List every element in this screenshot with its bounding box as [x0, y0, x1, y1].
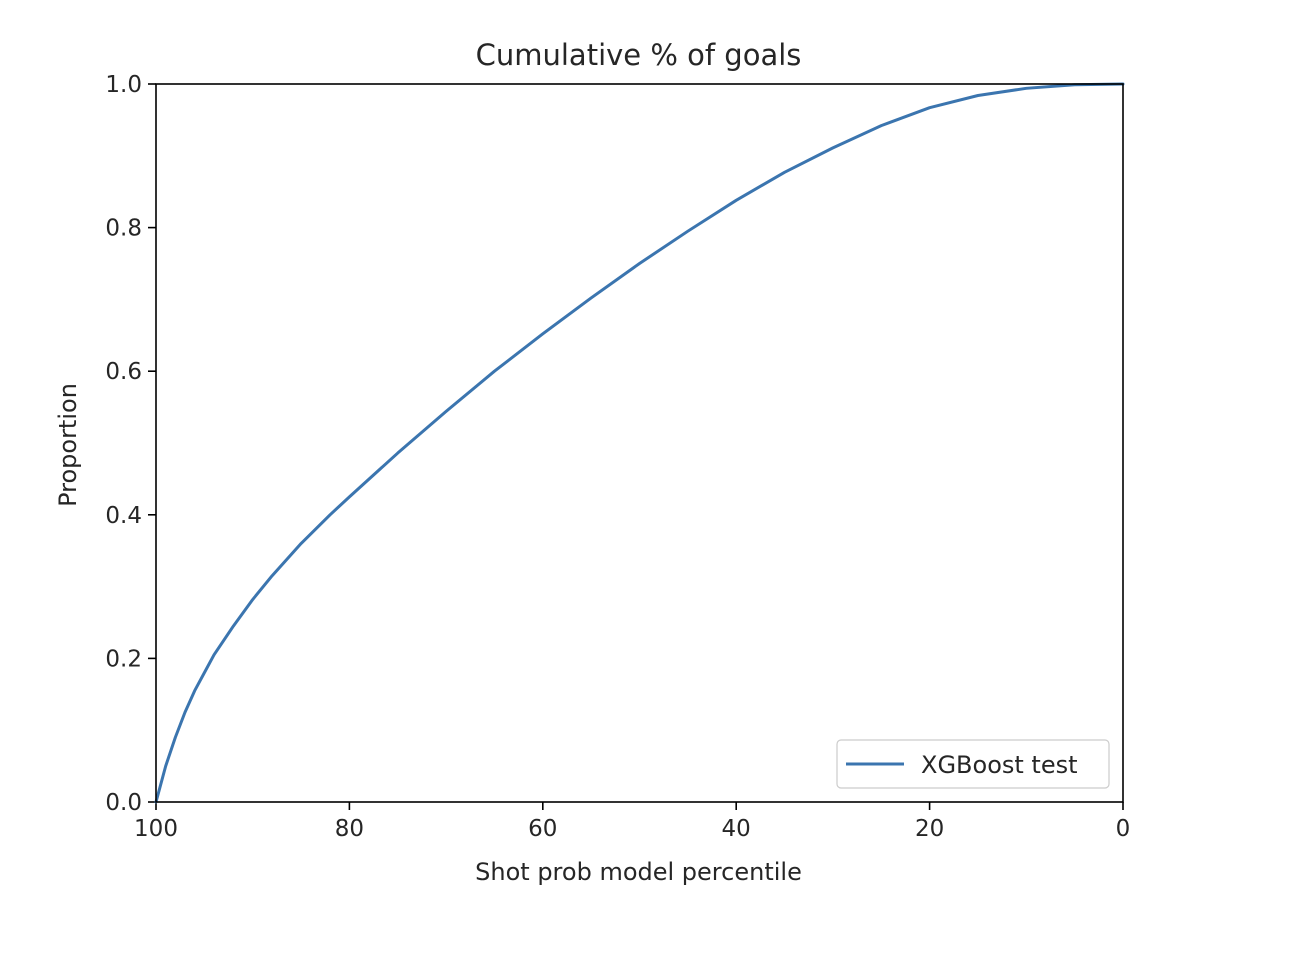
plot-lines	[154, 82, 1125, 804]
x-axis-ticks: 100 80 60 40 20 0	[134, 802, 1130, 842]
y-tick-label: 0.2	[105, 646, 142, 672]
legend: XGBoost test	[836, 739, 1110, 789]
x-tick-label: 80	[335, 816, 364, 842]
x-tick-label: 0	[1116, 816, 1131, 842]
x-tick-label: 100	[134, 816, 178, 842]
x-tick-label: 60	[528, 816, 557, 842]
y-tick-label: 0.0	[105, 790, 142, 816]
y-tick-label: 0.4	[105, 503, 142, 529]
chart-title: Cumulative % of goals	[476, 38, 802, 72]
y-axis-title: Proportion	[54, 383, 82, 507]
y-axis-ticks: 0.0 0.2 0.4 0.6 0.8 1.0	[105, 72, 156, 816]
y-tick-label: 0.8	[105, 216, 142, 242]
y-tick-label: 0.6	[105, 359, 142, 385]
y-tick-label: 1.0	[105, 72, 142, 98]
x-tick-label: 20	[915, 816, 944, 842]
legend-label-xgboost-test: XGBoost test	[921, 751, 1078, 779]
legend-box	[836, 739, 1110, 789]
plot-frame	[155, 83, 1124, 803]
x-tick-label: 40	[722, 816, 751, 842]
x-axis-title: Shot prob model percentile	[475, 858, 802, 886]
series-line-xgboost-test	[154, 82, 1125, 804]
